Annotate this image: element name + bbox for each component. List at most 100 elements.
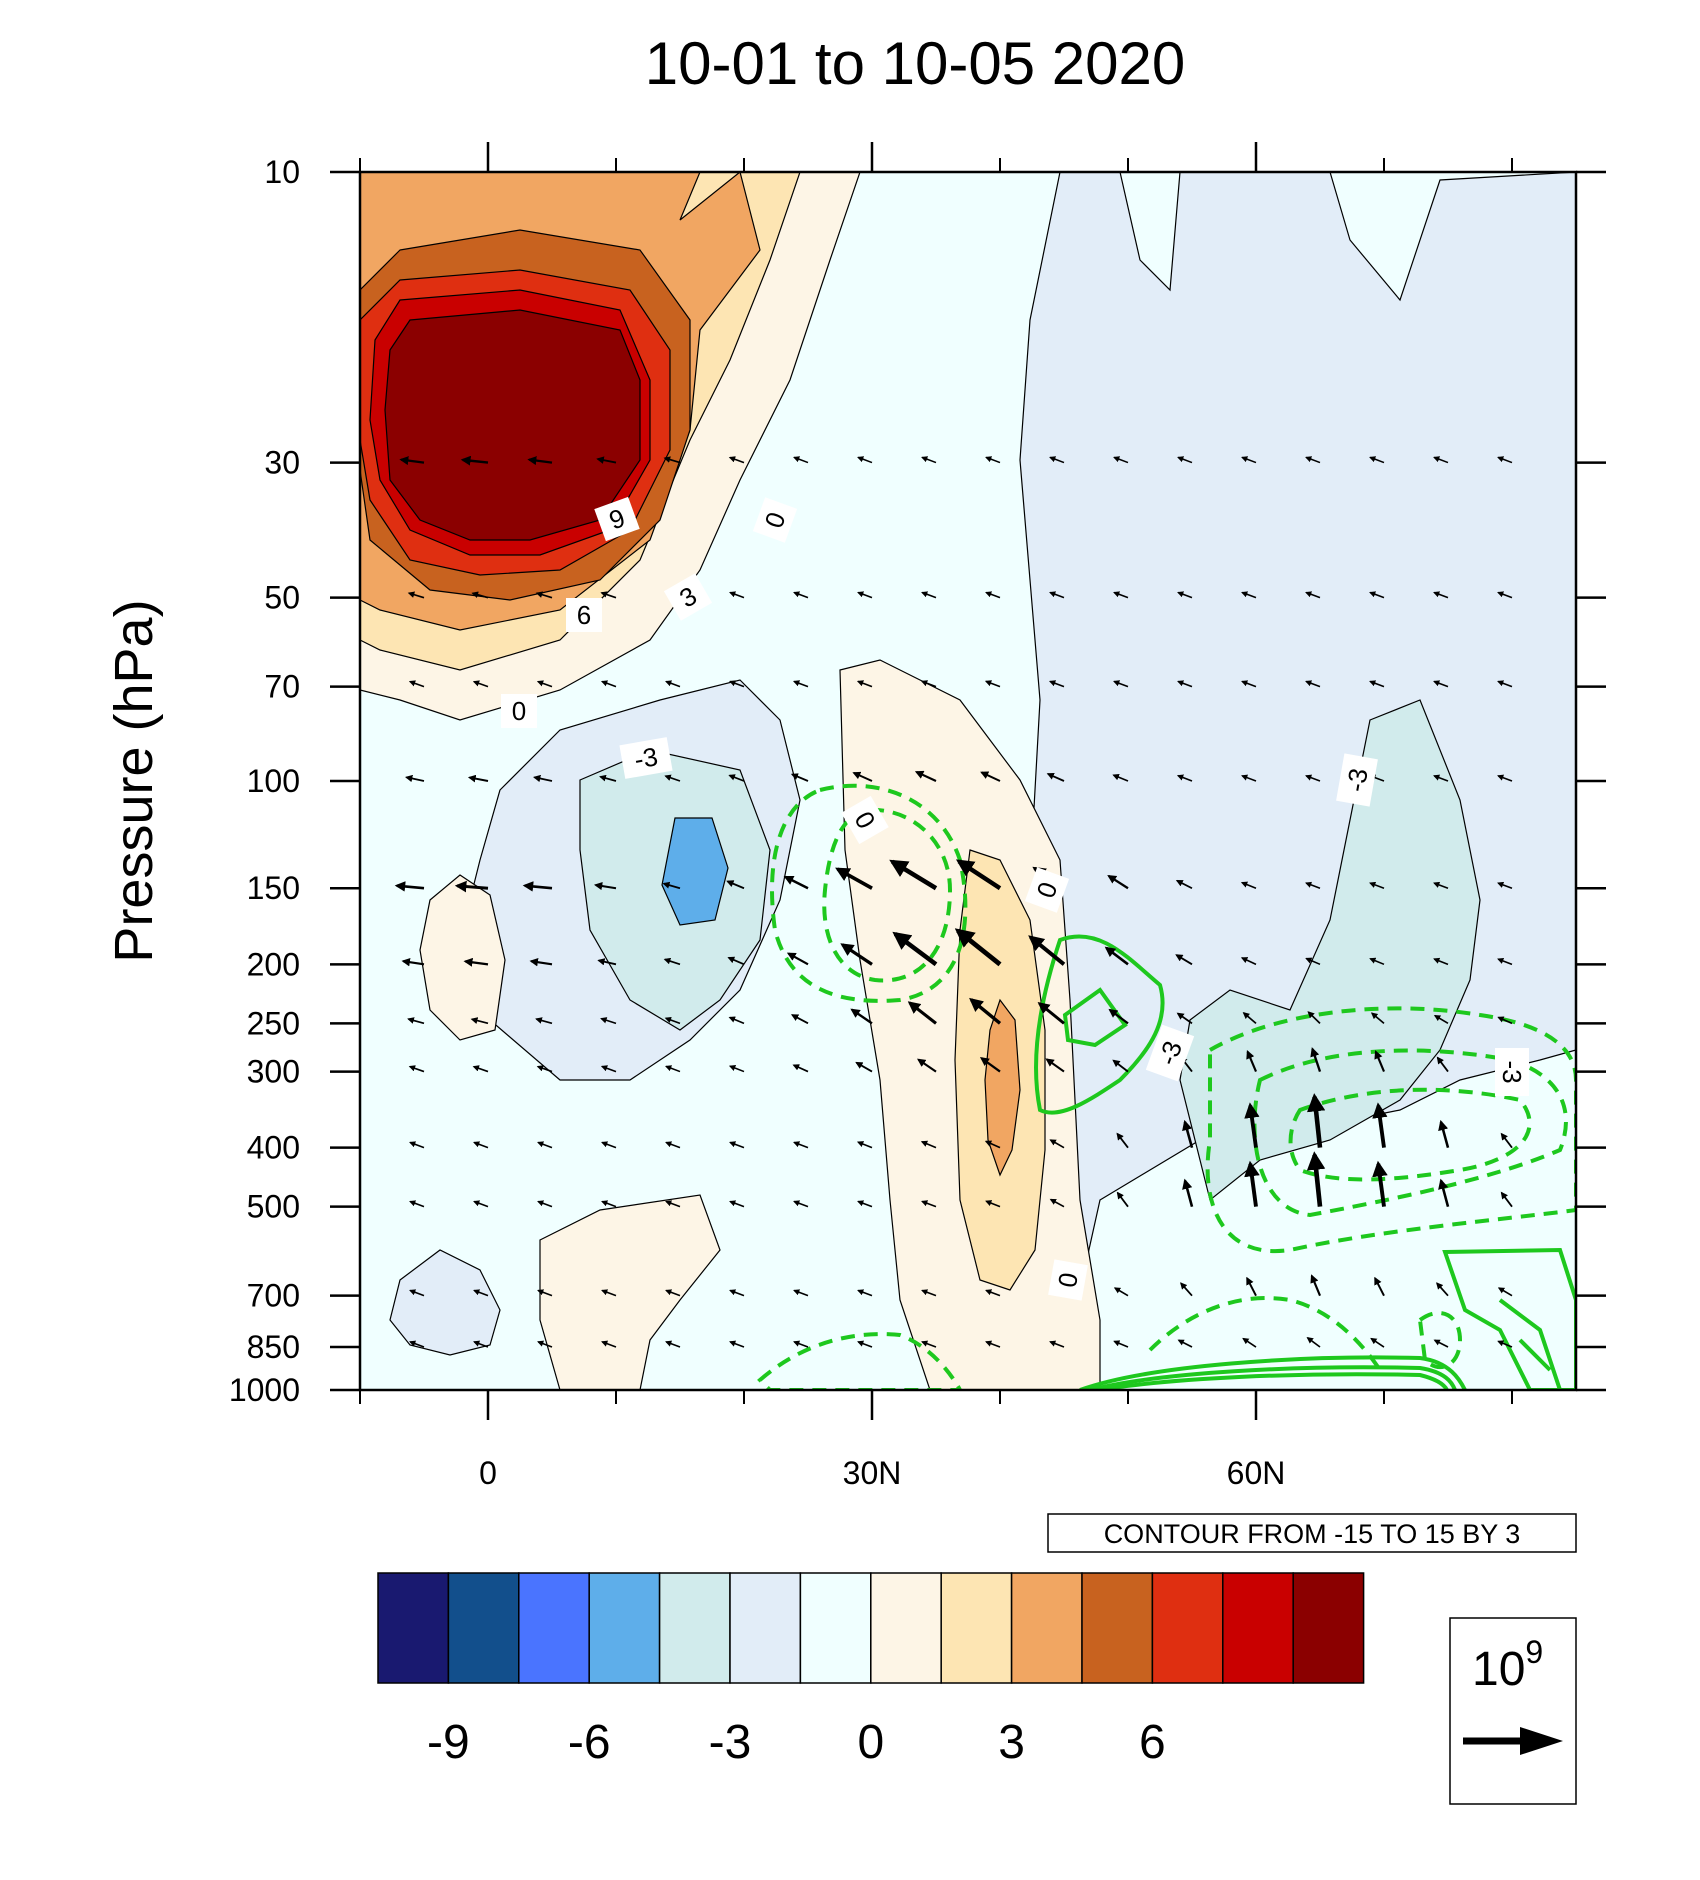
contour-label: -3	[632, 741, 660, 775]
vector-arrow	[394, 881, 425, 892]
vector-arrow	[472, 680, 489, 688]
y-tick-label: 500	[247, 1189, 300, 1225]
vector-arrow	[917, 1058, 937, 1073]
vector-arrow	[1113, 1287, 1129, 1297]
vector-arrow	[728, 1065, 745, 1073]
green-dashed-boundary-layer	[1148, 1296, 1382, 1372]
vector-arrow	[601, 1141, 617, 1149]
vector-arrow	[1116, 1132, 1129, 1149]
contour-labels: 9 6 3 0 0 -3 0 0 -3 0 -3 -3	[501, 496, 1529, 1301]
vector-arrow	[535, 591, 553, 599]
contour-label: -3	[1340, 766, 1374, 794]
green-solid-surface-3	[1099, 1372, 1449, 1390]
colorbar-swatch	[1222, 1572, 1294, 1684]
vector-arrow	[1176, 774, 1193, 782]
colorbar	[377, 1572, 1365, 1684]
vector-arrow	[857, 1289, 873, 1297]
shade-pos-strat-max	[384, 309, 641, 541]
vector-arrow	[1049, 591, 1065, 599]
vector-arrow	[790, 773, 809, 782]
vector-arrow	[470, 1017, 489, 1025]
vector-arrow	[665, 1340, 681, 1348]
vector-arrow	[1500, 1132, 1513, 1149]
vector-arrow	[1176, 1012, 1193, 1025]
vector-arrow	[527, 456, 553, 466]
vector-arrow	[985, 1340, 1001, 1348]
green-dashed-highlat-3	[1288, 1087, 1532, 1182]
vector-arrow	[920, 680, 937, 688]
vector-arrow	[793, 1340, 809, 1348]
vector-arrow	[665, 1200, 681, 1208]
green-dashed-small-loop	[1417, 1310, 1463, 1370]
colorbar-swatch	[1151, 1572, 1224, 1684]
vector-arrow	[535, 1017, 553, 1025]
vector-arrow	[1244, 1160, 1260, 1207]
vector-arrow	[663, 957, 681, 966]
vector-arrow	[1240, 957, 1257, 966]
vector-arrow	[856, 1141, 873, 1149]
y-tick-label: 1000	[229, 1372, 300, 1408]
vector-arrow	[665, 1141, 681, 1149]
vector-arrow	[1107, 874, 1129, 890]
vector-arrow	[473, 1141, 489, 1149]
vector-arrow	[1028, 935, 1066, 966]
vector-arrow	[409, 1141, 425, 1149]
vector-arrow	[1108, 1008, 1129, 1025]
reference-vector-arrowhead	[1520, 1727, 1563, 1755]
vector-arrow	[596, 456, 617, 464]
shade-pos-midlat-max	[984, 998, 1021, 1177]
vector-arrow	[1497, 680, 1513, 688]
colorbar-label: -3	[709, 1716, 752, 1769]
colorbar-label: 3	[998, 1716, 1025, 1769]
vector-arrow	[1244, 1102, 1260, 1148]
vector-arrow	[471, 591, 489, 599]
vector-arrow	[409, 1289, 425, 1297]
vector-arrow	[1113, 680, 1129, 688]
vector-arrow	[1305, 456, 1321, 464]
vector-arrow	[1436, 1056, 1449, 1073]
green-dashed-upper-trop	[770, 783, 968, 1003]
vector-arrow	[979, 1057, 1001, 1073]
vector-arrow	[955, 859, 1002, 891]
vector-arrow	[1305, 957, 1321, 966]
reference-vector-box	[1449, 1617, 1577, 1805]
vector-arrow	[726, 880, 745, 890]
contour-label: 0	[1052, 1270, 1084, 1289]
vector-arrow	[467, 774, 489, 783]
green-dashed-upper-trop-inner	[822, 807, 953, 983]
vector-arrow	[407, 591, 425, 599]
colorbar-labels: -9 -6 -3 0 3 6	[427, 1716, 1166, 1769]
vector-arrow	[1436, 1282, 1449, 1297]
vector-arrow	[1242, 1337, 1257, 1348]
vector-arrow	[601, 1289, 617, 1297]
vector-arrow	[1305, 591, 1321, 599]
vector-arrow	[1369, 881, 1385, 889]
vector-arrow	[729, 680, 745, 688]
vector-arrow	[1246, 1276, 1257, 1297]
vector-arrow	[921, 456, 937, 464]
vector-arrow	[1112, 774, 1129, 782]
shade-neg-lower-left	[389, 1249, 501, 1356]
vector-arrow	[537, 1141, 553, 1149]
vector-arrow	[460, 455, 489, 466]
vector-arrow	[1370, 1012, 1385, 1024]
vector-arrow	[1241, 591, 1257, 599]
colorbar-swatch	[658, 1572, 731, 1684]
vector-arrow	[1433, 456, 1449, 464]
colorbar-label: -6	[568, 1716, 611, 1769]
vector-arrow	[921, 1289, 937, 1297]
vector-arrow	[408, 1065, 425, 1073]
y-tick-label: 250	[247, 1005, 300, 1041]
vector-arrow	[889, 859, 938, 891]
vector-arrow	[600, 591, 617, 599]
y-tick-label: 150	[247, 870, 300, 906]
y-tick-label: 30	[264, 445, 300, 481]
vector-arrow	[537, 1289, 553, 1297]
vector-arrow	[920, 1140, 937, 1149]
vector-arrow	[533, 774, 553, 783]
vector-arrow	[405, 774, 425, 783]
vector-arrow	[1180, 1282, 1193, 1297]
vector-arrow	[1305, 774, 1321, 782]
vector-arrow	[729, 1200, 745, 1208]
vector-arrow	[536, 1065, 553, 1073]
